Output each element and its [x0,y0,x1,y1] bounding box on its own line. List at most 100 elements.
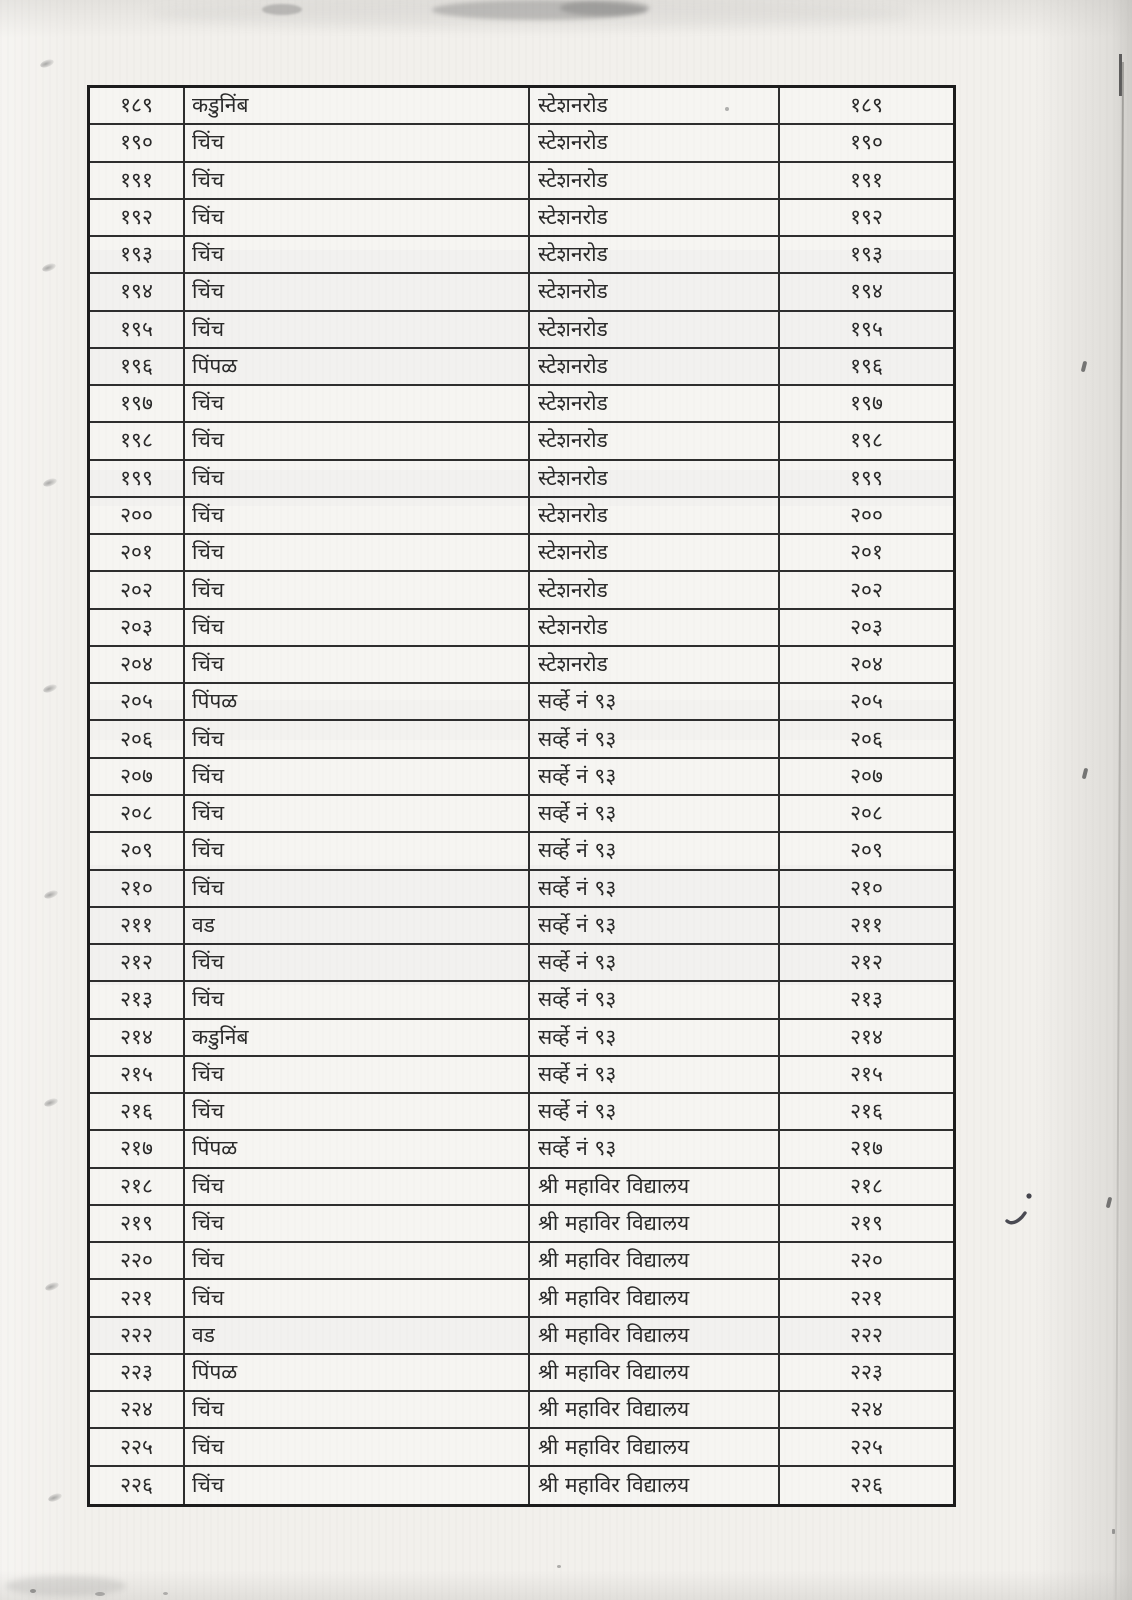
tree-name-cell: चिंच [185,386,530,424]
tree-no-cell: १९६ [780,349,953,387]
tree-name-cell: चिंच [185,162,530,200]
tree-no-cell: २०० [780,498,953,536]
scan-speck [95,1592,105,1596]
location-cell: स्टेशनरोड [530,460,780,498]
tree-name-cell: चिंच [185,945,530,983]
tree-name-cell: चिंच [185,833,530,871]
tree-no-cell: २०३ [780,610,953,647]
tree-no-cell: २२२ [780,1318,953,1355]
location-cell: स्टेशनरोड [530,609,780,647]
tree-no-cell: १९७ [780,386,953,424]
tree-name-cell: चिंच [185,1205,530,1244]
sr-no-cell: १९१ [90,162,185,200]
scan-smudge [432,0,647,20]
tree-name-cell: चिंच [185,646,530,685]
tree-no-cell: २१७ [780,1131,953,1169]
pen-mark [1005,1193,1032,1225]
tree-name-cell: चिंच [185,237,530,275]
tree-name-cell: कडुनिंब [185,1019,530,1057]
sr-no-cell: १९३ [90,237,185,275]
location-cell: श्री महाविर विद्यालय [530,1392,780,1430]
location-cell: श्री महाविर विद्यालय [530,1466,780,1504]
sr-no-cell: १९६ [90,348,185,387]
margin-tick-mark [1105,1196,1113,1209]
sr-no-cell: २०५ [90,684,185,722]
tree-name-cell: पिंपळ [185,1131,530,1169]
tree-name-cell: चिंच [185,572,530,610]
sr-no-cell: २२१ [90,1280,185,1318]
tree-no-cell: २१३ [780,982,953,1020]
tree-no-cell: २०१ [780,535,953,573]
tree-name-cell: चिंच [185,423,530,461]
tree-no-cell: २०२ [780,572,953,610]
tree-no-cell: २२४ [780,1392,953,1430]
location-cell: स्टेशनरोड [530,237,780,275]
page-edge-shadow [1114,61,1124,1600]
location-cell: स्टेशनरोड [530,199,780,238]
tree-no-cell: २०५ [780,684,953,722]
location-cell: सर्व्हे नं ९३ [530,1094,780,1132]
tree-name-cell: चिंच [185,870,530,908]
margin-smudge-mark [42,682,58,695]
location-cell: सर्व्हे नं ९३ [530,945,780,983]
location-cell: स्टेशनरोड [530,274,780,312]
sr-no-cell: २११ [90,907,185,946]
location-cell: श्री महाविर विद्यालय [530,1354,780,1393]
tree-name-cell: वड [185,907,530,946]
tree-name-cell: चिंच [185,497,530,536]
page-edge-mark [1119,54,1122,96]
location-cell: सर्व्हे नं ९३ [530,684,780,722]
tree-table: १८९ कडुनिंब स्टेशनरोड १८९ १९० चिंच स्टेशनरोड १९… [87,85,956,1507]
location-cell: स्टेशनरोड [530,646,780,685]
tree-no-cell: २१६ [780,1094,953,1132]
tree-name-cell: पिंपळ [185,684,530,722]
margin-speck [1112,1529,1115,1534]
location-cell: सर्व्हे नं ९३ [530,907,780,946]
sr-no-cell: २१५ [90,1056,185,1095]
location-cell: स्टेशनरोड [530,423,780,461]
sr-no-cell: २२४ [90,1392,185,1430]
tree-name-cell: चिंच [185,1280,530,1318]
tree-no-cell: २२५ [780,1429,953,1467]
tree-name-cell: चिंच [185,311,530,349]
scan-speck [557,1565,561,1568]
tree-name-cell: चिंच [185,535,530,573]
tree-name-cell: चिंच [185,274,530,312]
sr-no-cell: २०८ [90,795,185,834]
tree-name-cell: चिंच [185,460,530,498]
margin-smudge-mark [42,476,58,489]
location-cell: स्टेशनरोड [530,535,780,573]
tree-no-cell: १९३ [780,237,953,275]
margin-smudge-mark [41,261,57,274]
margin-smudge-mark [43,888,59,901]
tree-no-cell: १९९ [780,461,953,498]
location-cell: स्टेशनरोड [530,88,780,126]
location-cell: स्टेशनरोड [530,348,780,387]
sr-no-cell: २१९ [90,1205,185,1244]
tree-no-cell: २०७ [780,759,953,796]
location-cell: स्टेशनरोड [530,162,780,200]
tree-no-cell: २२६ [850,1472,883,1497]
margin-smudge-mark [39,57,55,70]
tree-no-cell: १९५ [780,312,953,349]
tree-no-cell: २०८ [780,796,953,834]
sr-no-cell: १९४ [90,274,185,312]
sr-no-cell: २०९ [90,833,185,871]
location-cell: श्री महाविर विद्यालय [530,1243,780,1281]
tree-name-cell: पिंपळ [185,348,530,387]
scan-smudge [560,0,650,16]
tree-no-cell: २२० [780,1243,953,1281]
location-cell: सर्व्हे नं ९३ [530,795,780,834]
tree-no-cell: १९० [780,125,953,163]
location-cell: सर्व्हे नं ९३ [530,1131,780,1169]
sr-no-cell: २०३ [90,609,185,647]
location-cell: सर्व्हे नं ९३ [530,982,780,1020]
tree-name-cell: वड [185,1317,530,1355]
location-cell: सर्व्हे नं ९३ [530,758,780,796]
sr-no-cell: १९९ [90,460,185,498]
tree-no-cell: २११ [780,908,953,946]
tree-no-cell: २२३ [780,1355,953,1393]
location-cell: श्री महाविर विद्यालय [530,1168,780,1206]
tree-no-cell: २१५ [780,1057,953,1095]
